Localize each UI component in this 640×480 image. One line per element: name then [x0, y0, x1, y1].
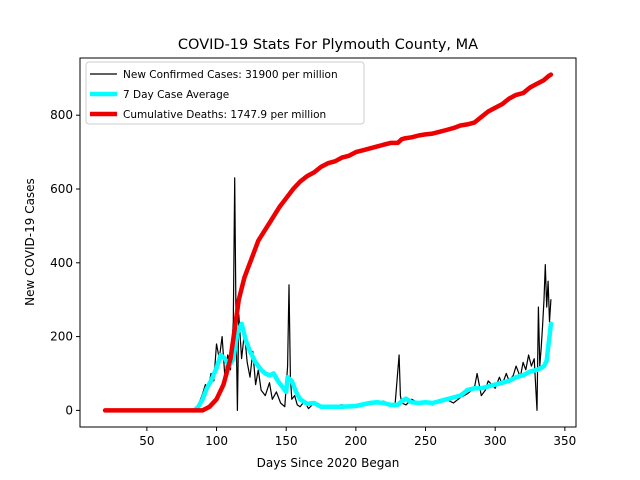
- legend: New Confirmed Cases: 31900 per million 7 …: [85, 61, 365, 125]
- x-tick-label: 100: [205, 434, 228, 448]
- x-tick-label: 300: [484, 434, 507, 448]
- series-line-2: [191, 321, 554, 413]
- x-tick-label: 200: [344, 434, 367, 448]
- x-axis: 50 100 150 200 250 300 350: [139, 427, 576, 448]
- legend-label-3: Cumulative Deaths: 1747.9 per million: [123, 109, 326, 121]
- y-axis-label: New COVID-19 Cases: [23, 178, 37, 306]
- y-axis: 0 200 400 600 800: [50, 108, 80, 417]
- plot-frame: [79, 57, 577, 428]
- y-tick-label: 400: [50, 256, 73, 270]
- x-axis-label: Days Since 2020 Began: [257, 456, 400, 470]
- y-tick-label: 200: [50, 330, 73, 344]
- legend-box: [85, 61, 365, 125]
- y-tick-label: 0: [65, 403, 73, 417]
- legend-label-2: 7 Day Case Average: [123, 89, 229, 101]
- y-tick-label: 800: [50, 108, 73, 122]
- x-tick-label: 150: [275, 434, 298, 448]
- chart-title: COVID-19 Stats For Plymouth County, MA: [178, 37, 478, 53]
- x-tick-label: 350: [553, 434, 576, 448]
- series-line-3: [102, 72, 554, 413]
- x-tick-label: 50: [139, 434, 154, 448]
- x-tick-label: 250: [414, 434, 437, 448]
- legend-label-1: New Confirmed Cases: 31900 per million: [123, 69, 338, 81]
- y-tick-label: 600: [50, 182, 73, 196]
- series-layer: [102, 72, 554, 413]
- plot-area: [102, 72, 554, 413]
